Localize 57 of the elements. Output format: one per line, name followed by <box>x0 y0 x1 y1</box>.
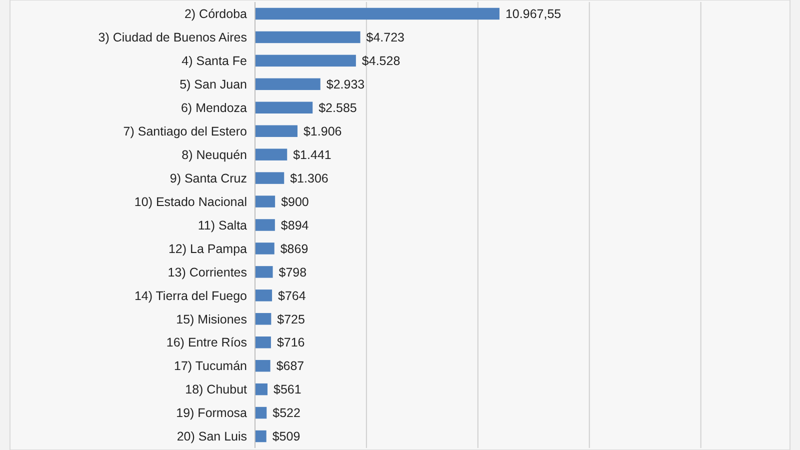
data-label: 10.967,55 <box>505 7 562 22</box>
bar <box>255 54 356 67</box>
data-label: $894 <box>280 218 309 232</box>
data-label: $4.723 <box>366 30 405 45</box>
bar <box>255 31 360 44</box>
data-label: $2.585 <box>318 101 357 116</box>
bar <box>255 78 320 90</box>
y-tick-label: 13) Corrientes <box>168 265 247 280</box>
data-label: $1.306 <box>290 171 328 186</box>
bar <box>255 102 313 114</box>
y-tick-label: 16) Entre Ríos <box>166 336 247 350</box>
y-tick-label: 14) Tierra del Fuego <box>134 288 248 303</box>
data-label: $522 <box>272 406 300 420</box>
bar <box>255 290 272 302</box>
bar <box>255 125 298 137</box>
bar <box>255 172 284 184</box>
data-label: $4.528 <box>362 54 400 68</box>
y-tick-label: 2) Córdoba <box>184 7 248 22</box>
y-tick-label: 3) Ciudad de Buenos Aires <box>98 30 247 45</box>
bar <box>255 266 273 278</box>
y-tick-label: 6) Mendoza <box>180 101 248 116</box>
bar <box>255 313 272 325</box>
y-tick-label: 5) San Juan <box>180 78 248 92</box>
data-label: $561 <box>274 382 302 397</box>
y-tick-label: 4) Santa Fe <box>182 54 248 68</box>
bar <box>255 196 276 208</box>
y-tick-label: 10) Estado Nacional <box>134 194 247 209</box>
bar <box>255 219 275 231</box>
data-label: $509 <box>272 430 300 444</box>
bar <box>255 148 288 160</box>
bar <box>255 242 274 254</box>
bar <box>255 430 266 442</box>
y-tick-label: 12) La Pampa <box>168 242 248 256</box>
bar <box>255 336 271 348</box>
y-tick-label: 17) Tucumán <box>174 359 248 374</box>
bar <box>255 8 500 20</box>
data-label: $1.906 <box>303 124 342 138</box>
data-label: $2.933 <box>326 78 365 92</box>
data-label: $687 <box>276 359 304 374</box>
y-tick-label: 15) Misiones <box>176 312 247 326</box>
data-label: $798 <box>278 265 307 280</box>
data-label: $716 <box>276 336 305 350</box>
bar <box>255 360 270 372</box>
y-tick-label: 9) Santa Cruz <box>170 171 247 186</box>
bar <box>255 406 267 419</box>
y-tick-label: 11) Salta <box>198 218 248 232</box>
data-label: $764 <box>278 288 306 303</box>
data-label: $869 <box>280 242 308 256</box>
y-tick-label: 18) Chubut <box>185 382 248 397</box>
y-tick-label: 7) Santiago del Estero <box>123 124 248 138</box>
y-tick-label: 19) Formosa <box>176 406 248 420</box>
y-tick-label: 8) Neuquén <box>182 148 248 162</box>
data-label: $725 <box>277 312 306 326</box>
bar <box>255 383 268 396</box>
data-label: $900 <box>281 194 309 209</box>
y-tick-label: 20) San Luis <box>176 430 247 444</box>
data-label: $1.441 <box>293 148 332 162</box>
